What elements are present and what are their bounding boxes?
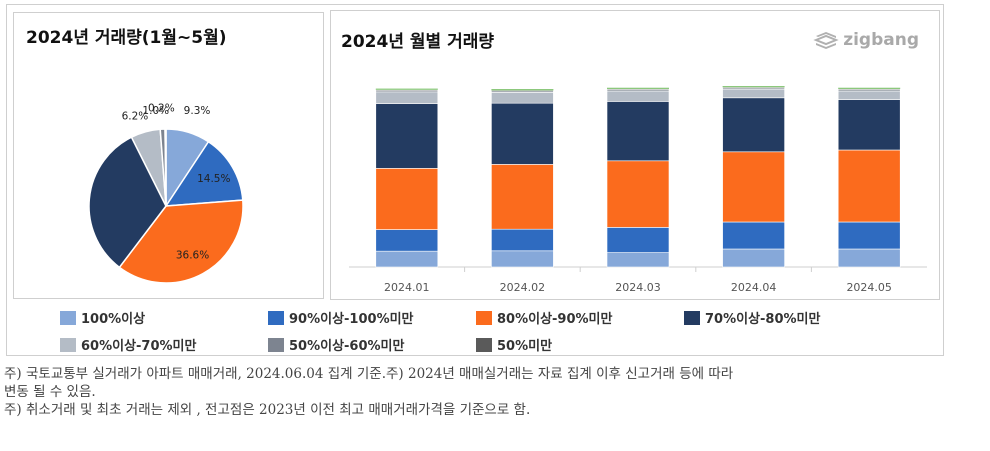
bar-segment: [606, 227, 670, 253]
bar-segment: [491, 89, 554, 92]
legend-label: 90%이상-100%미만: [289, 312, 414, 327]
legend-swatch-50-60: [268, 337, 284, 352]
legend: 100%이상 90%이상-100%미만 80%이상-90%미만 70%이상-80…: [60, 305, 880, 355]
legend-label: 100%이상: [81, 312, 146, 327]
bar-title: 2024년 월별 거래량: [341, 32, 494, 52]
bar-segment: [837, 248, 901, 268]
legend-swatch-50-below: [476, 337, 492, 352]
bar-segment: [375, 91, 439, 104]
logo-text: zigbang: [843, 30, 919, 50]
legend-swatch-90-100: [268, 310, 284, 325]
footnote-line: 주) 취소거래 및 최초 거래는 제외 , 전고점은 2023년 이전 최고 매…: [4, 402, 531, 418]
legend-item: 50%미만: [476, 335, 552, 354]
legend-label: 60%이상-70%미만: [81, 339, 197, 354]
pie-data-label: 1.0%: [142, 105, 169, 117]
legend-item: 50%이상-60%미만: [268, 335, 404, 354]
bar-segment: [375, 103, 439, 169]
zigbang-logo: zigbang: [813, 30, 919, 50]
legend-swatch-70-80: [684, 310, 700, 325]
bar-segment: [606, 88, 670, 90]
bar-segment: [837, 99, 901, 151]
legend-item: 90%이상-100%미만: [268, 308, 414, 327]
bar-segment: [837, 88, 901, 90]
legend-swatch-60-70: [60, 337, 76, 352]
bar-chart: 2024.01 2024.02 2024.03 2024.04 2024.05: [349, 86, 927, 294]
legend-item: 70%이상-80%미만: [684, 308, 820, 327]
pie-data-label: 0.2%: [148, 102, 175, 114]
bar-panel: 2024년 월별 거래량 zigbang 2024.01 2024.02 2024.…: [330, 10, 940, 300]
pie-slice: [164, 128, 167, 207]
bar-segment: [375, 168, 439, 230]
bar-segment: [606, 90, 670, 102]
legend-label: 70%이상-80%미만: [705, 312, 821, 327]
pie-chart: 9.3% 14.5% 36.6% 6.2%1.0%0.2%: [88, 102, 244, 284]
pie-slice: [88, 136, 167, 269]
legend-item: 100%이상: [60, 308, 145, 327]
bar-segment: [491, 92, 554, 104]
bar-segment: [491, 228, 554, 252]
pie-data-label: 36.6%: [176, 250, 209, 262]
bar-segment: [375, 229, 439, 252]
bar-segment: [837, 90, 901, 100]
pie-slice: [164, 140, 244, 207]
pie-panel: 2024년 거래량(1월~5월) 9.3% 14.5% 36.6% 6.2% 1.0% 0…: [13, 12, 324, 299]
bar-segment: [606, 252, 670, 268]
legend-label: 80%이상-90%미만: [497, 312, 613, 327]
footnote-line: 변동 될 수 있음.: [4, 384, 96, 400]
bar-segment: [722, 88, 785, 99]
x-tick-label: 2024.04: [731, 281, 777, 294]
pie-data-label: 9.3%: [184, 105, 211, 117]
bar-segment: [375, 250, 439, 268]
bar-segment: [722, 86, 785, 89]
x-tick-label: 2024.05: [846, 281, 892, 294]
legend-label: 50%이상-60%미만: [289, 339, 405, 354]
bar-segment: [606, 160, 670, 228]
legend-swatch-100: [60, 310, 76, 325]
zigbang-logo-icon: [813, 32, 839, 49]
bar-segment: [722, 151, 785, 223]
footnote-line: 주) 국토교통부 실거래가 아파트 매매거래, 2024.06.04 집계 기준…: [4, 366, 734, 382]
bar-segment: [722, 248, 785, 268]
x-tick-label: 2024.03: [615, 281, 661, 294]
bar-segment: [837, 149, 901, 223]
footnotes: 주) 국토교통부 실거래가 아파트 매매거래, 2024.06.04 집계 기준…: [4, 365, 979, 419]
legend-swatch-80-90: [476, 310, 492, 325]
bar-segment: [491, 250, 554, 268]
pie-title: 2024년 거래량(1월~5월): [26, 28, 227, 48]
pie-data-label: 14.5%: [197, 173, 230, 185]
bar-segment: [837, 221, 901, 250]
legend-item: 60%이상-70%미만: [60, 335, 196, 354]
legend-item: 80%이상-90%미만: [476, 308, 612, 327]
x-tick-label: 2024.02: [500, 281, 546, 294]
bar-segment: [491, 102, 554, 165]
x-tick-label: 2024.01: [384, 281, 430, 294]
bar-segment: [722, 97, 785, 153]
bar-segment: [375, 89, 439, 91]
bar-segment: [606, 101, 670, 162]
bar-segment: [491, 164, 554, 230]
pie-data-label: 6.2%: [122, 110, 149, 122]
pie-slice: [118, 199, 244, 284]
bar-segment: [722, 221, 785, 250]
legend-label: 50%미만: [497, 339, 553, 354]
